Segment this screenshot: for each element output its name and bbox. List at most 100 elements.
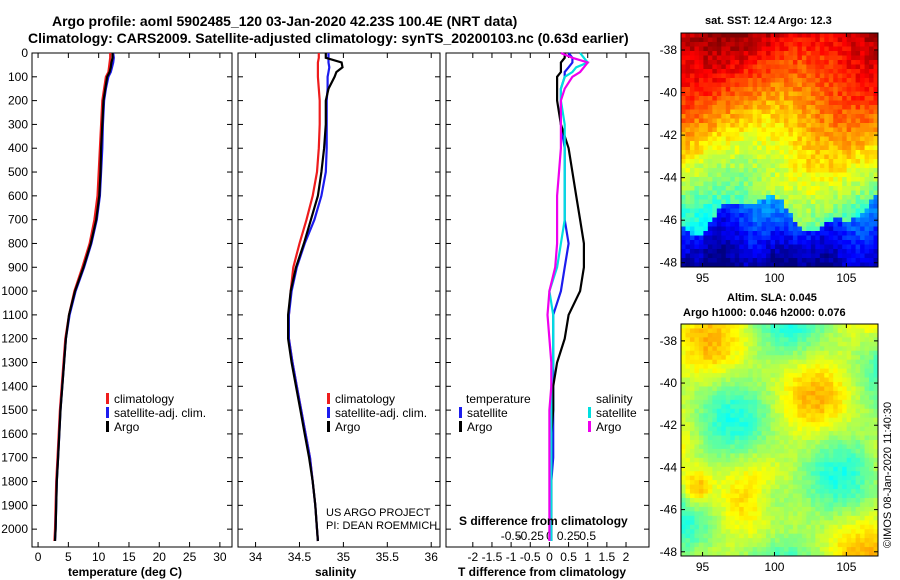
map-cell — [783, 538, 790, 544]
map-cell — [806, 390, 812, 396]
map-cell — [837, 78, 843, 84]
map-cell — [743, 533, 749, 539]
map-cell — [730, 529, 736, 535]
map-cell — [748, 114, 754, 120]
map-cell — [712, 426, 718, 432]
map-cell — [806, 350, 812, 356]
map-cell — [689, 159, 696, 165]
map-cell — [685, 502, 691, 508]
map-cell — [775, 364, 781, 370]
map-cell — [730, 364, 736, 370]
map-cell — [730, 253, 736, 259]
map-cell — [748, 136, 754, 142]
map-cell — [837, 181, 843, 187]
map-cell — [864, 132, 870, 138]
map-cell — [869, 64, 875, 70]
map-cell — [694, 462, 700, 468]
map-cell — [770, 253, 776, 259]
map-cell — [864, 172, 870, 178]
map-cell — [824, 136, 830, 142]
map-cell — [721, 538, 727, 544]
map-cell — [775, 244, 781, 250]
map-cell — [828, 341, 834, 347]
map-cell — [788, 506, 794, 512]
map-cell — [851, 136, 857, 142]
map-cell — [698, 82, 704, 88]
map-cell — [685, 511, 691, 517]
map-cell — [725, 42, 731, 48]
map-cell — [716, 226, 722, 232]
map-cell — [770, 244, 776, 250]
map-cell — [860, 231, 866, 237]
map-cell — [685, 431, 691, 437]
map-cell — [775, 163, 781, 169]
map-cell — [681, 547, 687, 553]
map-cell — [743, 235, 749, 241]
map-cell — [748, 105, 754, 111]
map-cell — [873, 82, 878, 88]
difference-panel: -2 -1.5 -1 -0.5 0 0.5 1 1.5 2 -0.5-0.25 0 0.25 0.5 … — [445, 51, 650, 579]
map-cell — [837, 399, 843, 405]
map-cell — [712, 51, 718, 57]
map-cell — [685, 123, 691, 129]
map-cell — [752, 60, 758, 66]
map-cell — [815, 186, 821, 192]
map-cell — [788, 114, 794, 120]
map-cell — [748, 422, 754, 428]
map-cell — [739, 244, 745, 250]
map-cell — [775, 64, 781, 70]
map-cell — [873, 373, 878, 379]
map-cell — [757, 150, 763, 156]
map-cell — [766, 73, 772, 79]
map-cell — [824, 258, 830, 264]
map-cell — [792, 466, 799, 472]
map-cell — [846, 159, 852, 165]
map-cell — [833, 222, 839, 228]
map-cell — [734, 520, 740, 526]
map-cell — [810, 208, 816, 214]
map-cell — [703, 82, 709, 88]
lon-tick-label: 100 — [764, 271, 784, 285]
map-cell — [707, 249, 713, 255]
map-cell — [716, 249, 722, 255]
map-cell — [775, 42, 781, 48]
map-cell — [766, 431, 772, 437]
map-cell — [819, 118, 825, 124]
map-cell — [766, 395, 772, 401]
map-cell — [725, 399, 731, 405]
map-cell — [860, 484, 866, 490]
map-cell — [775, 150, 781, 156]
map-cell — [828, 533, 834, 539]
map-cell — [681, 168, 687, 174]
map-cell — [855, 431, 861, 437]
map-cell — [837, 520, 843, 526]
map-cell — [833, 332, 839, 338]
map-cell — [766, 172, 772, 178]
map-cell — [743, 346, 749, 352]
map-cell — [797, 498, 803, 504]
map-cell — [842, 177, 848, 183]
map-cell — [694, 341, 700, 347]
map-cell — [716, 181, 722, 187]
map-cell — [833, 493, 839, 499]
map-cell — [833, 364, 839, 370]
map-cell — [703, 332, 709, 338]
map-cell — [860, 382, 866, 388]
map-cell — [801, 431, 807, 437]
map-cell — [779, 324, 785, 330]
map-cell — [721, 172, 727, 178]
map-cell — [788, 51, 794, 57]
map-cell — [824, 240, 830, 246]
map-cell — [681, 332, 687, 338]
map-cell — [855, 186, 861, 192]
map-cell — [757, 547, 763, 553]
map-cell — [694, 109, 700, 115]
map-cell — [752, 141, 758, 147]
map-cell — [752, 341, 758, 347]
map-cell — [815, 73, 821, 79]
map-cell — [703, 426, 709, 432]
map-cell — [721, 208, 727, 214]
map-cell — [689, 123, 696, 129]
map-cell — [873, 60, 878, 66]
map-cell — [730, 105, 736, 111]
